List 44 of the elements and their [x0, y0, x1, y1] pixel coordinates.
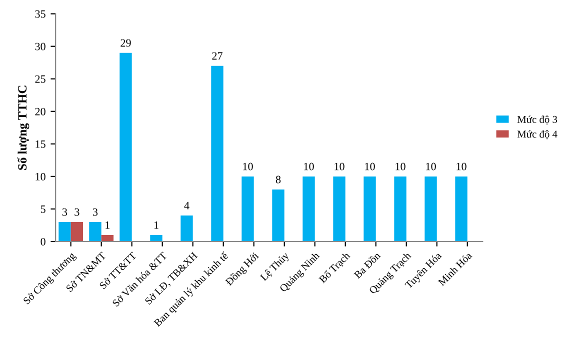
data-label: 10	[243, 162, 253, 170]
data-label: 3	[74, 208, 80, 216]
legend-label: Mức độ 4	[517, 130, 558, 140]
data-label: 10	[334, 162, 344, 170]
data-label: 1	[154, 221, 158, 229]
legend-label: Mức độ 3	[517, 116, 558, 125]
data-label: 10	[396, 162, 406, 170]
data-label: 4	[184, 202, 190, 210]
y-tick-label: 10	[36, 172, 46, 180]
bar	[333, 176, 346, 242]
data-label: 10	[456, 162, 466, 170]
data-label: 10	[304, 162, 314, 170]
y-tick-label: 15	[36, 140, 46, 148]
bar	[150, 234, 162, 242]
data-label: 10	[365, 162, 375, 170]
data-label: 27	[212, 52, 222, 60]
y-tick-label: 0	[40, 238, 46, 246]
y-tick-label: 25	[35, 75, 46, 83]
data-label: 8	[276, 176, 281, 184]
bar	[211, 66, 224, 242]
x-tick-label: Ba Đồn	[353, 251, 381, 279]
bar	[424, 176, 437, 242]
y-tick-label: 35	[35, 10, 46, 18]
bar	[302, 176, 315, 242]
bar	[101, 234, 114, 242]
bar	[89, 222, 102, 242]
data-label: 29	[120, 39, 131, 47]
y-tick-label: 30	[35, 42, 46, 50]
bar	[58, 222, 71, 242]
bar	[364, 176, 376, 242]
y-tick-label: 5	[40, 206, 46, 213]
bar	[242, 176, 254, 242]
y-axis-title: Số lượng TTHC	[17, 86, 30, 170]
data-label: 3	[62, 208, 68, 216]
y-tick-label: 20	[35, 108, 46, 116]
bar	[272, 189, 284, 242]
bar	[120, 52, 132, 242]
bar	[70, 222, 84, 242]
bar	[455, 176, 468, 242]
data-label: 3	[92, 208, 98, 216]
bar	[394, 176, 406, 242]
bar	[180, 215, 193, 242]
data-label: 10	[426, 162, 436, 170]
data-label: 1	[106, 221, 110, 229]
